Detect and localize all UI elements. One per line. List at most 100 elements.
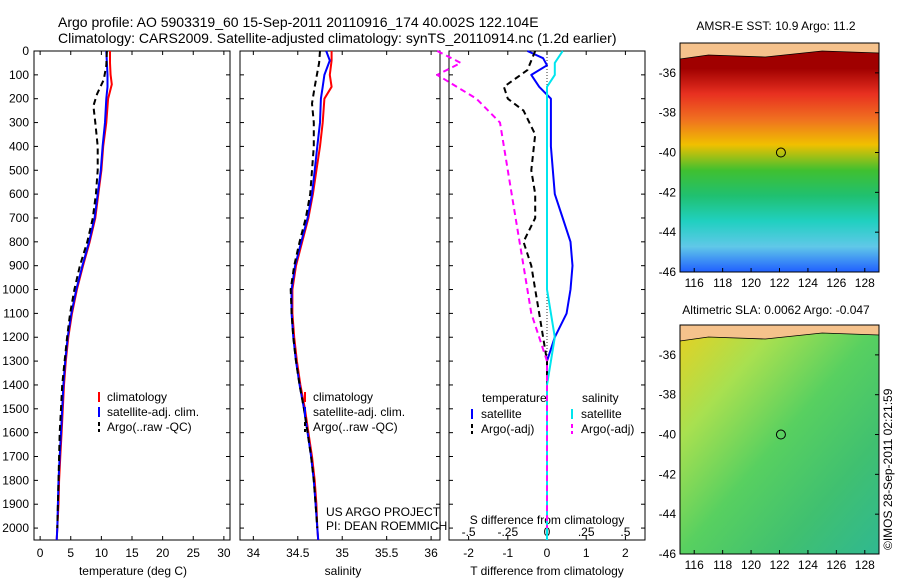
temperature-ytick-label: 0 xyxy=(22,44,29,58)
sla_map-field xyxy=(680,325,879,554)
sst_map-field xyxy=(680,43,879,272)
difference-xtick-label: -1 xyxy=(502,546,513,560)
imos-timestamp-label: ©IMOS 28-Sep-2011 02:21:59 xyxy=(881,388,895,550)
difference-legend-label: satellite xyxy=(481,407,522,421)
temperature-xtick-label: 20 xyxy=(156,546,170,560)
figure-title-line1: Argo profile: AO 5903319_60 15-Sep-2011 … xyxy=(58,14,539,30)
sla_map-xtick-label: 122 xyxy=(769,558,789,572)
sst_map-xtick-label: 122 xyxy=(769,276,789,290)
difference-series-t-satellite xyxy=(526,50,574,540)
sst_map-land xyxy=(680,43,879,60)
difference-series-s-argo-adj- xyxy=(436,50,548,529)
sst_map-ytick-label: -46 xyxy=(659,265,677,279)
sst_map-xtick-label: 124 xyxy=(798,276,818,290)
temperature-xtick-label: 15 xyxy=(125,546,139,560)
temperature-ytick-label: 200 xyxy=(9,92,29,106)
sla_map-ytick-label: -42 xyxy=(659,467,677,481)
salinity-xtick-label: 35 xyxy=(336,546,350,560)
sla_map-heat-field xyxy=(680,325,879,554)
temperature-xtick-label: 5 xyxy=(67,546,74,560)
pi-annotation: PI: DEAN ROEMMICH xyxy=(326,519,447,533)
t-difference-xlabel: T difference from climatology xyxy=(470,564,624,578)
temperature-legend-label: climatology xyxy=(107,390,167,404)
difference-s-tick-label: -.25 xyxy=(497,525,518,539)
temperature-xtick-label: 25 xyxy=(187,546,201,560)
temperature-ytick-label: 500 xyxy=(9,163,29,177)
temperature-ytick-label: 1500 xyxy=(2,402,29,416)
temperature-xtick-label: 30 xyxy=(217,546,231,560)
sla_map-ytick-label: -38 xyxy=(659,388,677,402)
sst_map-xtick-label: 120 xyxy=(741,276,761,290)
temperature-xtick-label: 0 xyxy=(37,546,44,560)
temperature-ytick-label: 700 xyxy=(9,211,29,225)
sst_map-xtick-label: 128 xyxy=(855,276,875,290)
salinity-xtick-label: 34 xyxy=(247,546,261,560)
sla-map-panel: Altimetric SLA: 0.0062 Argo: -0.047 xyxy=(682,303,870,317)
sla_map-xtick-label: 124 xyxy=(798,558,818,572)
temperature-ytick-label: 1100 xyxy=(3,306,29,320)
sla_map-ytick-label: -36 xyxy=(659,348,677,362)
sla_map-ytick-label: -40 xyxy=(659,428,677,442)
temperature-ytick-label: 1200 xyxy=(2,330,29,344)
sst_map-xtick-label: 118 xyxy=(713,276,732,290)
temperature-ytick-label: 1300 xyxy=(2,354,29,368)
temperature-ytick-label: 1400 xyxy=(2,378,29,392)
temperature-ytick-label: 1900 xyxy=(2,497,29,511)
sst_map-ytick-label: -42 xyxy=(659,185,677,199)
difference-series-t-argo-adj- xyxy=(502,50,548,529)
sla_map-xtick-label: 118 xyxy=(713,558,732,572)
difference-xtick-label: 0 xyxy=(544,546,551,560)
temperature-series-climatology xyxy=(55,51,113,541)
temperature-legend-label: satellite-adj. clim. xyxy=(107,405,199,419)
difference-xtick-label: 2 xyxy=(622,546,629,560)
temperature-ytick-label: 300 xyxy=(9,116,29,130)
temperature-ytick-label: 100 xyxy=(9,68,29,82)
temperature-axes-frame xyxy=(33,50,231,541)
difference-xtick-label: -2 xyxy=(463,546,474,560)
sst_map-xtick-label: 126 xyxy=(826,276,846,290)
temperature-ytick-label: 1600 xyxy=(2,426,29,440)
salinity-series-satellite-adj-clim- xyxy=(290,50,331,541)
sst_map-argo-marker xyxy=(775,147,786,158)
sst-map-title: AMSR-E SST: 10.9 Argo: 11.2 xyxy=(696,19,856,33)
sla_map-xtick-label: 128 xyxy=(855,558,875,572)
project-annotation: US ARGO PROJECT xyxy=(326,505,441,519)
salinity-legend-label: climatology xyxy=(313,390,373,404)
sst_map-ytick-label: -44 xyxy=(659,225,677,239)
salinity-xtick-label: 35.5 xyxy=(375,546,399,560)
temperature-panel: temperature (deg C) xyxy=(79,564,187,578)
salinity-legend-label: Argo(..raw -QC) xyxy=(313,420,398,434)
difference-legend-label: satellite xyxy=(581,407,622,421)
difference-s-tick-label: -.5 xyxy=(462,525,476,539)
salinity-series-argo-raw-qc- xyxy=(289,50,321,529)
sla_map-land xyxy=(680,325,879,342)
sst_map-xtick-label: 116 xyxy=(685,276,704,290)
sla_map-ytick-label: -46 xyxy=(659,547,677,561)
sla_map-xtick-label: 120 xyxy=(741,558,761,572)
sst_map-ytick-label: -40 xyxy=(659,146,677,160)
temperature-series-argo-raw-qc- xyxy=(56,50,108,529)
salinity-axes-frame xyxy=(239,50,441,541)
sla_map-xtick-label: 126 xyxy=(826,558,846,572)
difference-series-s-satellite xyxy=(546,50,564,540)
temperature-ytick-label: 800 xyxy=(9,235,29,249)
figure-title-line2: Climatology: CARS2009. Satellite-adjuste… xyxy=(58,30,616,46)
temperature-ytick-label: 1700 xyxy=(2,450,29,464)
sla_map-xtick-label: 116 xyxy=(685,558,704,572)
salinity-xtick-label: 36 xyxy=(424,546,438,560)
temperature-ytick-label: 400 xyxy=(9,139,29,153)
difference-legend-label: Argo(-adj) xyxy=(481,422,534,436)
salinity-xtick-label: 34.5 xyxy=(286,546,310,560)
temperature-ytick-label: 1800 xyxy=(2,473,29,487)
sla_map-ytick-label: -44 xyxy=(659,507,677,521)
sst_map-ytick-label: -38 xyxy=(659,106,677,120)
difference-legend-header: salinity xyxy=(582,391,619,405)
difference-legend-header: temperature xyxy=(482,391,547,405)
difference-legend-label: Argo(-adj) xyxy=(581,422,634,436)
temperature-series-satellite-adj-clim- xyxy=(55,50,109,541)
sst_map-heat-field xyxy=(680,43,879,272)
difference-s-tick-label: .25 xyxy=(578,525,595,539)
temperature-ytick-label: 600 xyxy=(9,187,29,201)
temperature-xtick-label: 10 xyxy=(95,546,109,560)
